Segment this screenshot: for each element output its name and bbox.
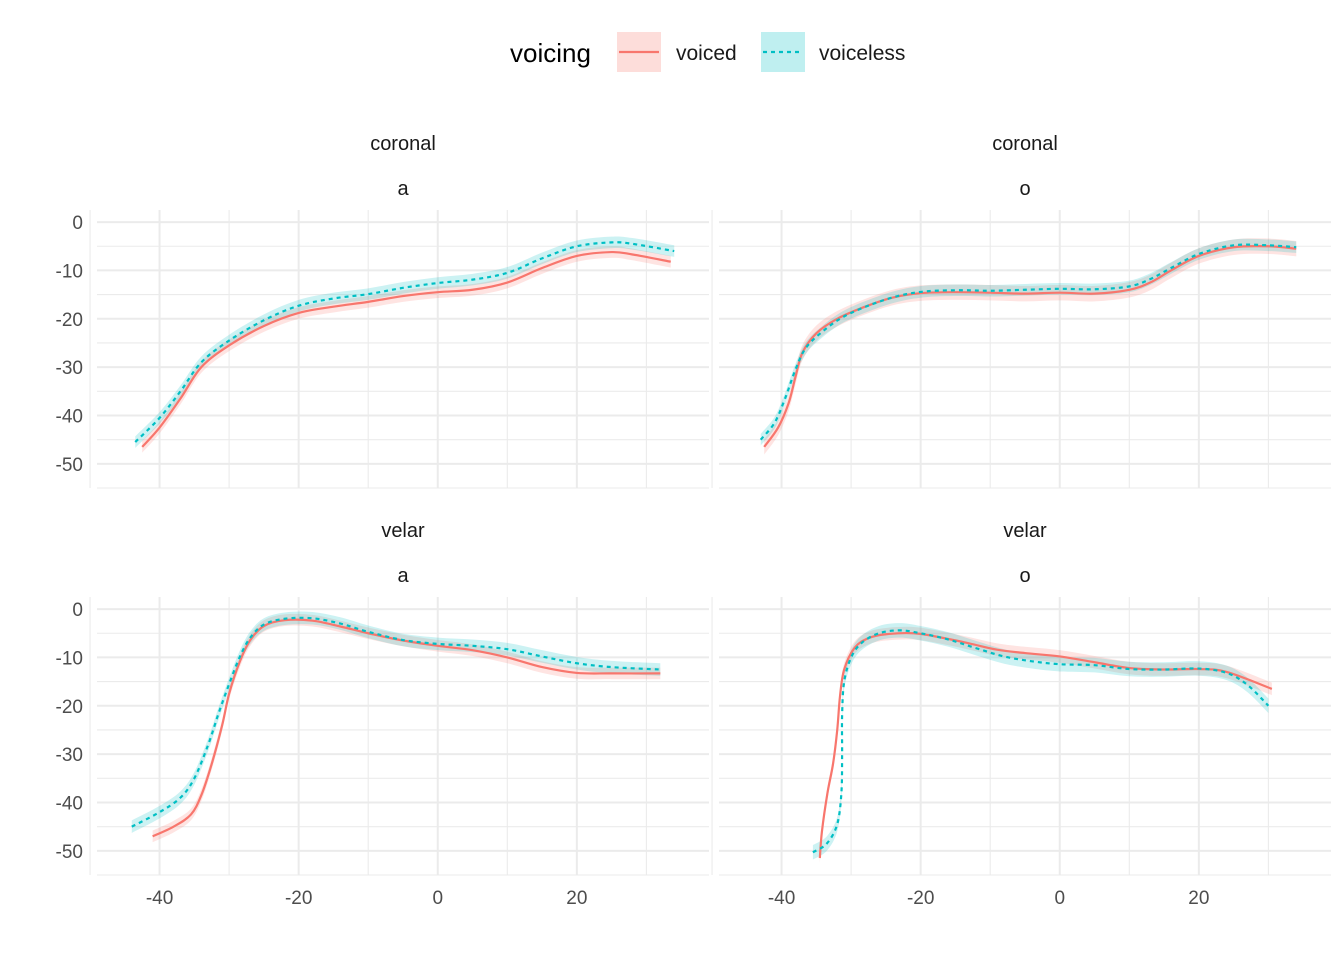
legend: voicing voiced voiceless <box>510 32 905 72</box>
y-tick-label: -30 <box>56 358 83 379</box>
y-tick-label: -20 <box>56 310 83 331</box>
y-tick-label: -30 <box>56 745 83 766</box>
ribbons <box>131 611 661 843</box>
legend-label: voiced <box>676 42 737 65</box>
x-tick-label: 20 <box>566 888 587 909</box>
gridlines <box>711 597 1331 876</box>
series-line-voiceless <box>134 241 675 443</box>
series-line-voiced <box>818 631 1273 859</box>
y-tick-label: -40 <box>56 793 83 814</box>
y-tick-label: -50 <box>56 842 83 863</box>
panel-velar-a: velar a 0 -10 -20 -30 -40 -50 -40 -20 0 20 <box>56 520 709 909</box>
lines <box>134 241 675 448</box>
panel-coronal-a: coronal a 0 -10 -20 -30 -40 -50 <box>56 133 709 489</box>
legend-label: voiceless <box>819 42 905 65</box>
y-tick-label: 0 <box>72 600 83 621</box>
strip-place: coronal <box>992 133 1058 155</box>
gridlines <box>89 210 709 489</box>
y-tick-label: -50 <box>56 455 83 476</box>
gridlines <box>89 597 709 876</box>
legend-entry-voiceless: voiceless <box>761 32 905 72</box>
x-tick-label: 0 <box>432 888 443 909</box>
ribbons <box>760 238 1297 455</box>
series-line-voiceless <box>812 629 1270 854</box>
x-tick-label: 20 <box>1188 888 1209 909</box>
panel-coronal-o: coronal o <box>711 133 1331 489</box>
x-tick-label: -40 <box>146 888 173 909</box>
strip-place: velar <box>1003 520 1047 542</box>
y-tick-label: 0 <box>72 213 83 234</box>
panel-velar-o: velar o -40 -20 0 20 <box>711 520 1331 909</box>
series-line-voiced <box>763 244 1297 448</box>
lines <box>759 243 1297 448</box>
strip-vowel: a <box>397 565 409 587</box>
gridlines <box>711 210 1331 489</box>
strip-vowel: o <box>1019 565 1030 587</box>
strip-vowel: a <box>397 178 409 200</box>
y-tick-label: -10 <box>56 648 83 669</box>
strip-place: coronal <box>370 133 436 155</box>
series-line-voiced <box>152 618 661 838</box>
x-tick-label: -20 <box>907 888 934 909</box>
y-tick-label: -40 <box>56 406 83 427</box>
ribbons <box>812 623 1272 865</box>
ribbons <box>135 236 675 453</box>
y-tick-label: -10 <box>56 261 83 282</box>
series-line-voiceless <box>131 616 661 828</box>
y-tick-label: -20 <box>56 697 83 718</box>
strip-vowel: o <box>1019 178 1030 200</box>
x-tick-label: -20 <box>285 888 312 909</box>
confidence-band-voiceless <box>812 623 1269 860</box>
panels: coronal a 0 -10 -20 -30 -40 -50 coronal o velar a 0 -… <box>56 133 1331 909</box>
series-line-voiced <box>141 250 671 448</box>
x-tick-label: 0 <box>1054 888 1065 909</box>
legend-entry-voiced: voiced <box>617 32 737 72</box>
confidence-band-voiceless <box>131 611 661 833</box>
lines <box>812 629 1273 859</box>
confidence-band-voiced <box>764 238 1297 455</box>
series-line-voiceless <box>759 243 1297 441</box>
lines <box>131 616 661 838</box>
strip-place: velar <box>381 520 425 542</box>
legend-title: voicing <box>510 38 591 68</box>
x-tick-label: -40 <box>768 888 795 909</box>
